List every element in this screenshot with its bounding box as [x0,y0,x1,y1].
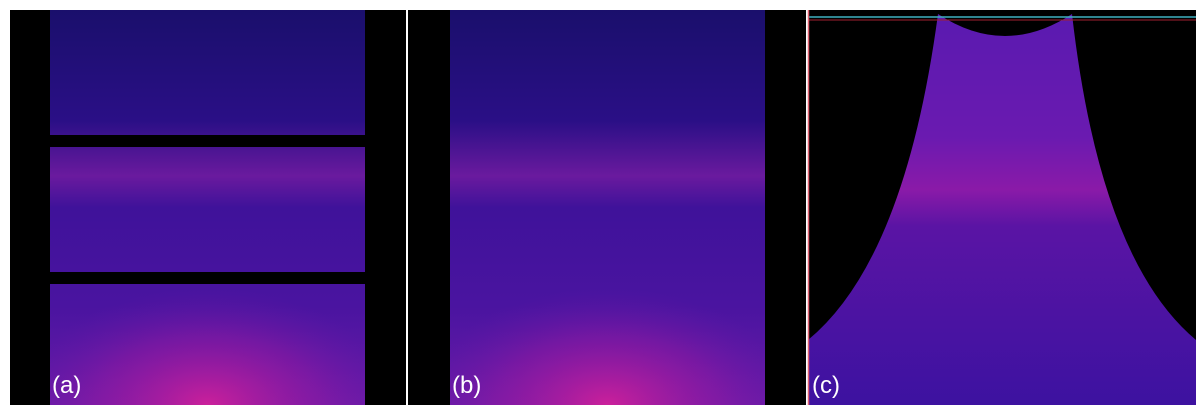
panel-label: (a) [52,372,81,399]
panel-a: (a) [10,10,406,405]
panel-c: (c) [807,10,1196,405]
panel-label: (c) [812,372,840,399]
panel-b: (b) [408,10,806,405]
panel-label: (b) [452,372,481,399]
